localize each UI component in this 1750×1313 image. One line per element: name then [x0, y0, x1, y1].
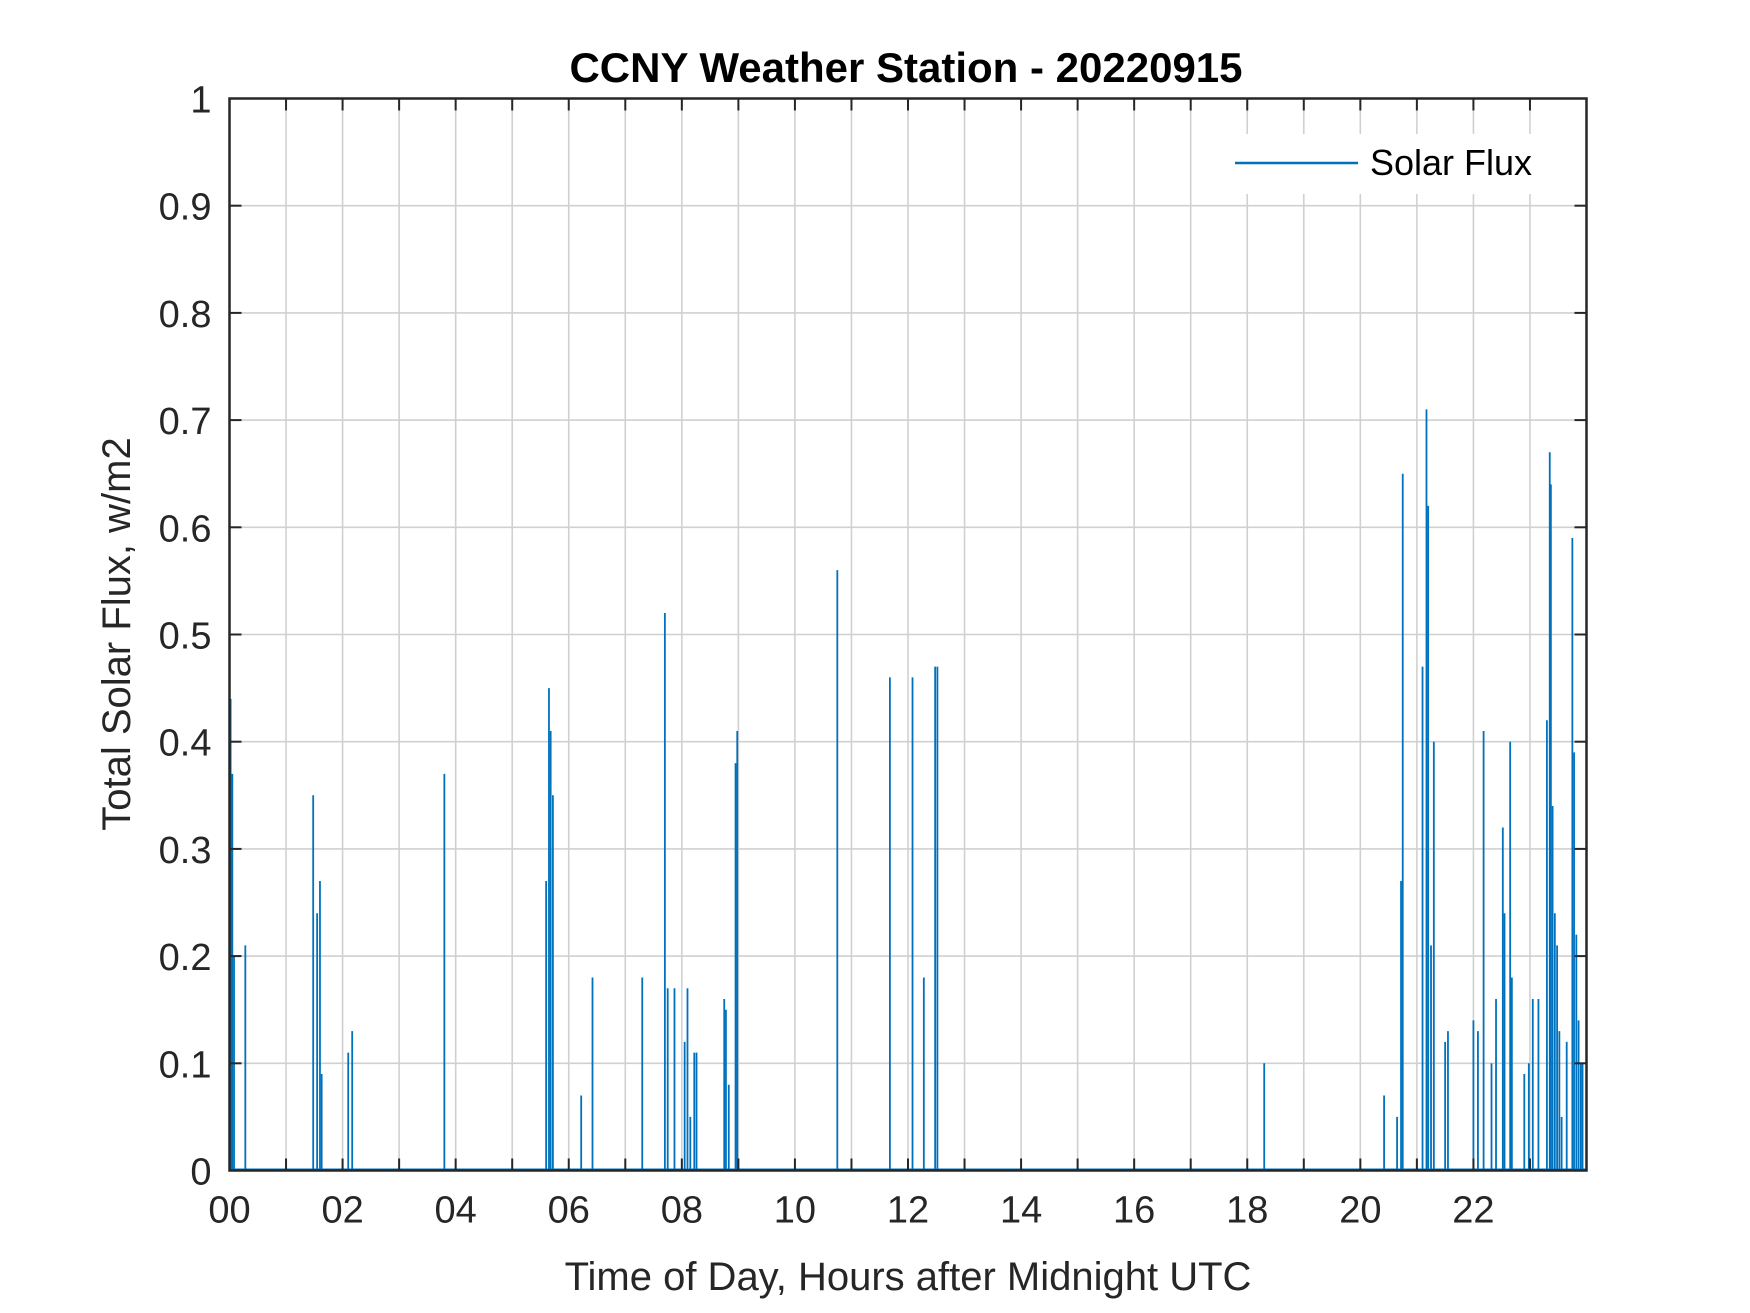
grid-lines [229, 98, 1587, 1171]
x-tick-label: 06 [548, 1190, 590, 1232]
x-tick-label: 22 [1452, 1190, 1494, 1232]
y-axis-tick-labels: 0 0.1 0.2 0.3 0.4 0.5 0.6 0.7 0.8 0.9 1 [159, 80, 212, 1194]
series-solar-flux [229, 409, 1587, 1171]
y-tick-label: 0.2 [159, 937, 212, 979]
y-tick-label: 0 [190, 1152, 211, 1194]
y-tick-label: 0.1 [159, 1044, 212, 1086]
y-tick-label: 0.7 [159, 401, 212, 443]
x-tick-label: 18 [1226, 1190, 1268, 1232]
chart-title: CCNY Weather Station - 20220915 [569, 44, 1242, 91]
x-tick-label: 02 [321, 1190, 363, 1232]
y-axis-label: Total Solar Flux, w/m2 [95, 437, 139, 830]
y-tick-label: 1 [190, 80, 211, 122]
y-tick-label: 0.3 [159, 830, 212, 872]
y-tick-label: 0.9 [159, 187, 212, 229]
y-tick-label: 0.6 [159, 508, 212, 550]
x-tick-label: 04 [435, 1190, 477, 1232]
x-tick-label: 00 [208, 1190, 250, 1232]
legend: Solar Flux [1225, 134, 1555, 194]
x-tick-label: 20 [1339, 1190, 1381, 1232]
x-axis-tick-labels: 00 02 04 06 08 10 12 14 16 18 20 22 [208, 1190, 1494, 1232]
y-tick-label: 0.4 [159, 723, 212, 765]
axis-ticks [228, 97, 1588, 1172]
x-tick-label: 16 [1113, 1190, 1155, 1232]
x-axis-label: Time of Day, Hours after Midnight UTC [565, 1255, 1252, 1299]
y-tick-label: 0.5 [159, 616, 212, 658]
legend-label-solar-flux: Solar Flux [1370, 142, 1532, 183]
x-tick-label: 08 [661, 1190, 703, 1232]
x-tick-label: 14 [1000, 1190, 1042, 1232]
y-tick-label: 0.8 [159, 294, 212, 336]
x-tick-label: 12 [887, 1190, 929, 1232]
x-tick-label: 10 [774, 1190, 816, 1232]
